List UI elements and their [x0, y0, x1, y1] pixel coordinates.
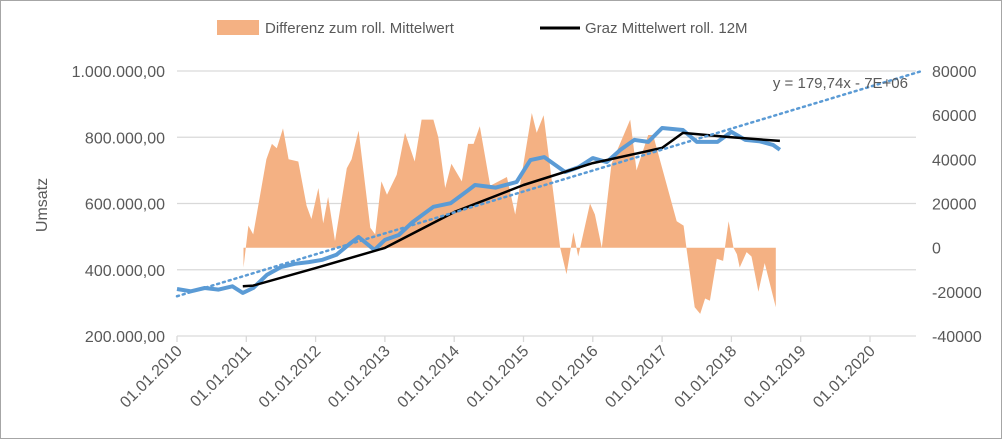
y-left-tick-label: 400.000,00	[85, 263, 165, 280]
y-left-tick-label: 200.000,00	[85, 329, 165, 346]
legend: Differenz zum roll. Mittelwert Graz Mitt…	[217, 20, 748, 37]
legend-swatch-differenz	[217, 20, 259, 35]
y-left-tick-label: 600.000,00	[85, 197, 165, 214]
trendline	[175, 69, 924, 298]
y-right-tick-label: 20000	[932, 197, 977, 214]
y-right-tick-label: 60000	[932, 108, 977, 125]
y-right-tick-label: -40000	[932, 329, 982, 346]
y-left-tick-label: 1.000.000,00	[72, 64, 166, 81]
y-left-tick-label: 800.000,00	[85, 130, 165, 147]
line-series-mittelwert	[242, 131, 780, 288]
y-right-tick-label: 40000	[932, 152, 977, 169]
area-series-differenz	[243, 113, 776, 314]
line-series-umsatz	[176, 126, 782, 295]
y-right-tick-label: 0	[932, 241, 941, 258]
trendline-equation: y = 179,74x - 7E+06	[773, 75, 908, 92]
legend-label-differenz: Differenz zum roll. Mittelwert	[265, 20, 455, 37]
y-right-tick-label: 80000	[932, 64, 977, 81]
y-axis-title: Umsatz	[34, 178, 51, 232]
y-right-tick-label: -20000	[932, 285, 982, 302]
legend-label-mittelwert: Graz Mittelwert roll. 12M	[585, 20, 748, 37]
